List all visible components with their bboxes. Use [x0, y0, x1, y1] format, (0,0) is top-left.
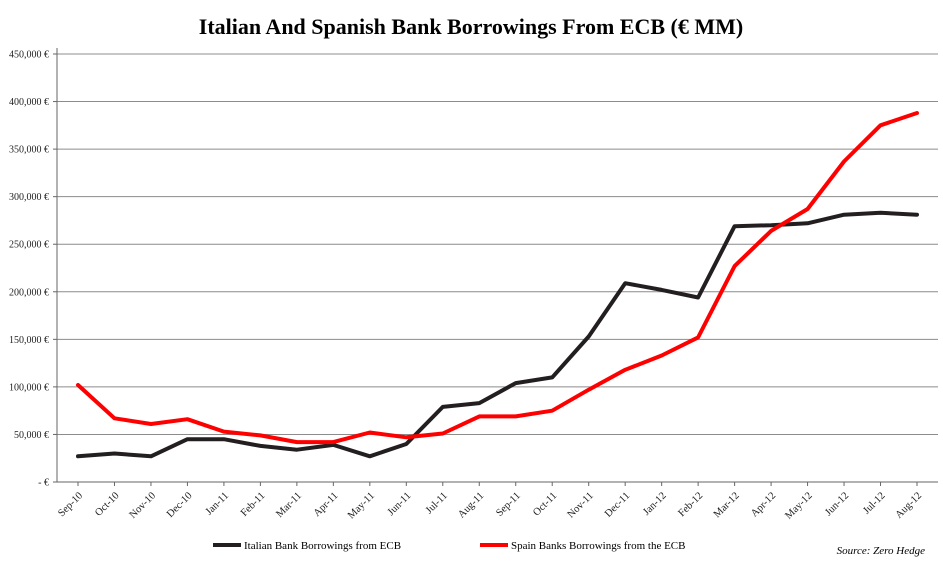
x-tick-label: Oct-11 [531, 490, 559, 518]
x-tick-label: Jul-11 [424, 490, 450, 516]
x-tick-label: Nov-10 [128, 490, 158, 520]
x-tick-label: Jul-12 [861, 490, 887, 516]
x-tick-label: Aug-11 [456, 490, 486, 520]
y-tick-label: 450,000 € [9, 50, 49, 61]
y-tick-label: 300,000 € [9, 192, 49, 203]
series-line-spain [76, 111, 919, 445]
x-tick-label: Apr-12 [749, 490, 778, 519]
chart-title: Italian And Spanish Bank Borrowings From… [199, 14, 743, 39]
y-tick-label: 200,000 € [9, 287, 49, 298]
x-tick-label: Sep-10 [56, 490, 85, 519]
x-axis: Sep-10 Oct-10 Nov-10 Dec-10 Jan-11 Feb-11 Mar-… [56, 482, 924, 522]
y-tick-label: 350,000 € [9, 145, 49, 156]
series-line-italian [76, 210, 919, 459]
y-tick-label: 250,000 € [9, 240, 49, 251]
x-tick-label: Mar-11 [274, 490, 304, 520]
x-tick-label: Aug-12 [894, 490, 924, 520]
legend-label: Spain Banks Borrowings from the ECB [511, 540, 685, 552]
x-tick-label: Jun-11 [386, 490, 414, 518]
x-tick-label: Dec-10 [165, 490, 195, 520]
x-tick-label: Jan-11 [204, 490, 231, 517]
gridlines [57, 53, 938, 483]
y-tick-label: 150,000 € [9, 335, 49, 346]
x-tick-label: Dec-11 [603, 490, 632, 519]
x-tick-label: Oct-10 [93, 490, 121, 518]
x-tick-label: Apr-11 [312, 490, 341, 519]
x-tick-label: Mar-12 [712, 490, 742, 520]
x-tick-label: May-11 [346, 490, 377, 521]
x-tick-label: Nov-11 [566, 490, 596, 520]
y-tick-label: 400,000 € [9, 97, 49, 108]
x-tick-label: Feb-11 [239, 490, 268, 519]
x-tick-label: Sep-11 [494, 490, 523, 519]
y-tick-label: 100,000 € [9, 382, 49, 393]
y-tick-label: - € [38, 478, 49, 489]
y-axis: - € 50,000 € 100,000 € 150,000 € 200,000 € 25… [9, 48, 58, 489]
x-tick-label: Jan-12 [641, 490, 669, 518]
y-tick-label: 50,000 € [14, 430, 49, 441]
x-tick-label: Jun-12 [823, 490, 851, 518]
source-note: Source: Zero Hedge [837, 545, 925, 557]
x-tick-label: Feb-12 [676, 490, 705, 519]
legend: Italian Bank Borrowings from ECB Spain Ba… [213, 540, 685, 552]
series-lines [76, 111, 919, 459]
x-tick-label: May-12 [783, 490, 814, 521]
legend-label: Italian Bank Borrowings from ECB [244, 540, 401, 552]
